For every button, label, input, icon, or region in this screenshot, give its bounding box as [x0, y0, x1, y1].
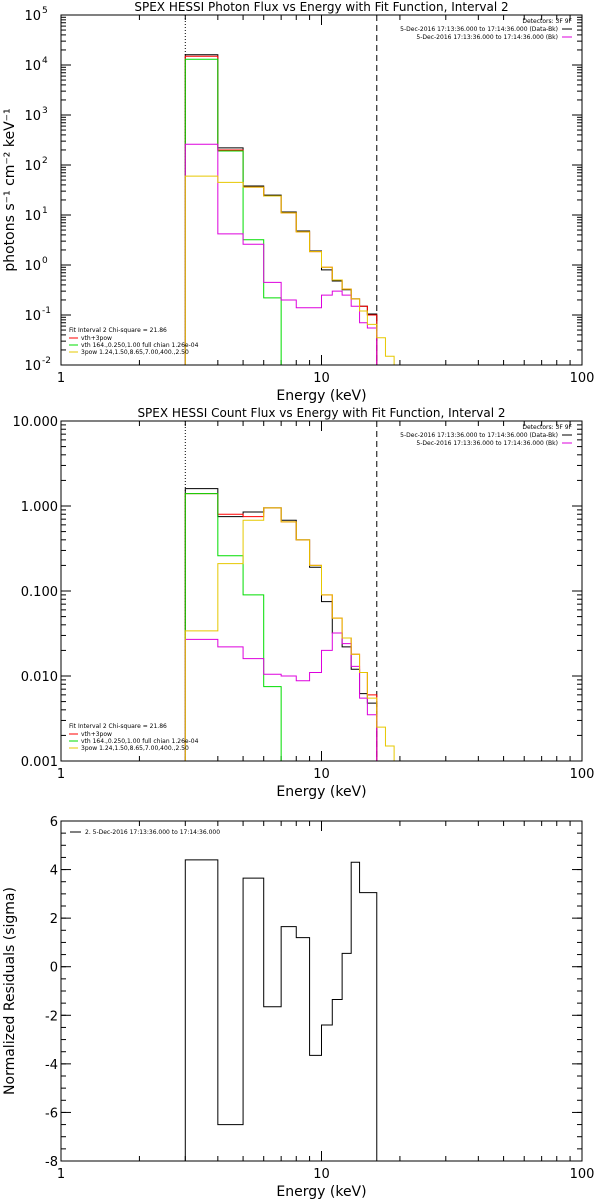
y-tick-exponent: -2 — [42, 356, 51, 366]
legend-entry-text: vth 164.,0.250,1.00 full chian 1.26e-04 — [81, 738, 199, 745]
count-chart: SPEX HESSI Count Flux vs Energy with Fit… — [13, 406, 595, 800]
x-tick-label: 100 — [570, 1167, 595, 1182]
y-tick-label: 0.010 — [21, 670, 58, 685]
photon-series-magenta — [184, 143, 378, 365]
y-tick-label: -2 — [45, 1009, 58, 1024]
y-tick-label: 0 — [50, 961, 58, 976]
y-tick-label: 10 — [24, 259, 41, 274]
count-xlabel: Energy (keV) — [276, 784, 366, 800]
photon-legend-bottom: Fit Interval 2 Chi-square = 21.86vth+3po… — [69, 327, 199, 356]
y-tick-exponent: 5 — [42, 6, 48, 16]
y-tick-base: 10 — [24, 309, 41, 324]
y-tick-base: 10 — [24, 159, 41, 174]
y-tick-base: 10 — [24, 359, 41, 374]
y-tick-label: 10 — [24, 309, 41, 324]
y-tick-base: 10 — [24, 259, 41, 274]
photon-plot-frame — [60, 14, 583, 366]
y-tick-base: 10 — [24, 209, 41, 224]
y-tick-label: -8 — [45, 1155, 58, 1170]
y-tick-label: -4 — [45, 1058, 58, 1073]
y-tick-label: 10 — [24, 159, 41, 174]
legend-entry-text: 5-Dec-2016 17:13:36.000 to 17:14:36.000 … — [400, 26, 558, 33]
legend-entry-text: 5-Dec-2016 17:13:36.000 to 17:14:36.000 … — [400, 432, 558, 439]
residuals-series-black — [184, 859, 378, 1161]
y-tick-label: 2 — [50, 912, 58, 927]
y-tick-label: 10 — [24, 9, 41, 24]
count-legend-bottom: Fit Interval 2 Chi-square = 21.86vth+3po… — [69, 723, 199, 752]
y-tick-exponent: 0 — [42, 256, 48, 266]
y-tick-base: 10 — [24, 9, 41, 24]
x-tick-label: 1 — [57, 1167, 65, 1182]
y-tick-label: 6 — [50, 815, 58, 830]
x-tick-label: 100 — [570, 371, 595, 386]
x-tick-label: 10 — [313, 1167, 330, 1182]
y-tick-label: 10 — [24, 109, 41, 124]
residuals-chart: 1 10 100 Energy (keV) -8 -6 -4 -2 0 2 4 6 Normalized… — [2, 815, 594, 1200]
photon-legend-top: Detectors: 3F 9F5-Dec-2016 17:13:36.000 … — [400, 18, 572, 41]
x-tick-label: 10 — [313, 767, 330, 782]
legend-entry-text: vth 164.,0.250,1.00 full chian 1.26e-04 — [81, 342, 199, 349]
photon-title: SPEX HESSI Photon Flux vs Energy with Fi… — [134, 0, 508, 14]
legend-title: Detectors: 3F 9F — [522, 424, 572, 431]
legend-entry-text: 5-Dec-2016 17:13:36.000 to 17:14:36.000 … — [416, 34, 558, 41]
y-tick-exponent: 1 — [42, 206, 48, 216]
photon-chart: SPEX HESSI Photon Flux vs Energy with Fi… — [2, 0, 595, 404]
count-series-green — [184, 493, 282, 761]
x-tick-label: 1 — [57, 767, 65, 782]
residuals-series-group — [184, 859, 378, 1161]
y-tick-label: 0.001 — [21, 755, 58, 770]
y-tick-exponent: 4 — [42, 56, 48, 66]
legend-entry-text: 3pow 1.24,1.50,8.65,7.00,400.,2.50 — [81, 745, 189, 752]
x-tick-label: 100 — [570, 767, 595, 782]
y-tick-label: 10 — [24, 209, 41, 224]
photon-series-green — [184, 58, 282, 365]
y-tick-base: 10 — [24, 59, 41, 74]
count-legend-top: Detectors: 3F 9F5-Dec-2016 17:13:36.000 … — [400, 424, 572, 447]
residuals-legend: 2. 5-Dec-2016 17:13:36.000 to 17:14:36.0… — [70, 829, 220, 836]
residuals-ylabel: Normalized Residuals (sigma) — [2, 887, 18, 1095]
photon-series-yellow — [184, 175, 395, 365]
legend-entry-text: vth+3pow — [81, 731, 112, 738]
y-tick-label: 4 — [50, 864, 58, 879]
photon-ylabel: photons s⁻¹ cm⁻² keV⁻¹ — [2, 108, 18, 271]
legend-title: Fit Interval 2 Chi-square = 21.86 — [69, 327, 167, 334]
legend-title: Detectors: 3F 9F — [522, 18, 572, 25]
count-series-group — [184, 488, 395, 761]
legend-entry-text: 3pow 1.24,1.50,8.65,7.00,400.,2.50 — [81, 349, 189, 356]
y-tick-label: 1.000 — [21, 500, 58, 515]
residuals-plot-frame — [60, 820, 583, 1162]
y-tick-exponent: -1 — [42, 306, 51, 316]
y-tick-label: 0.100 — [21, 585, 58, 600]
legend-title: Fit Interval 2 Chi-square = 21.86 — [69, 723, 167, 730]
count-series-magenta — [184, 632, 378, 761]
count-series-yellow — [184, 507, 395, 761]
photon-xlabel: Energy (keV) — [276, 388, 366, 404]
y-tick-label: 10.000 — [13, 415, 59, 430]
y-tick-exponent: 3 — [42, 106, 48, 116]
legend-entry-text: vth+3pow — [81, 335, 112, 342]
x-tick-label: 1 — [57, 371, 65, 386]
y-tick-label: 10 — [24, 59, 41, 74]
count-plot-frame — [60, 420, 583, 762]
legend-entry-text: 2. 5-Dec-2016 17:13:36.000 to 17:14:36.0… — [85, 829, 220, 836]
y-tick-exponent: 2 — [42, 156, 48, 166]
count-title: SPEX HESSI Count Flux vs Energy with Fit… — [137, 406, 505, 420]
x-tick-label: 10 — [313, 371, 330, 386]
residuals-xlabel: Energy (keV) — [276, 1184, 366, 1200]
y-tick-label: 10 — [24, 359, 41, 374]
y-tick-label: -6 — [45, 1106, 58, 1121]
y-tick-base: 10 — [24, 109, 41, 124]
photon-series-group — [184, 54, 395, 365]
legend-entry-text: 5-Dec-2016 17:13:36.000 to 17:14:36.000 … — [416, 440, 558, 447]
